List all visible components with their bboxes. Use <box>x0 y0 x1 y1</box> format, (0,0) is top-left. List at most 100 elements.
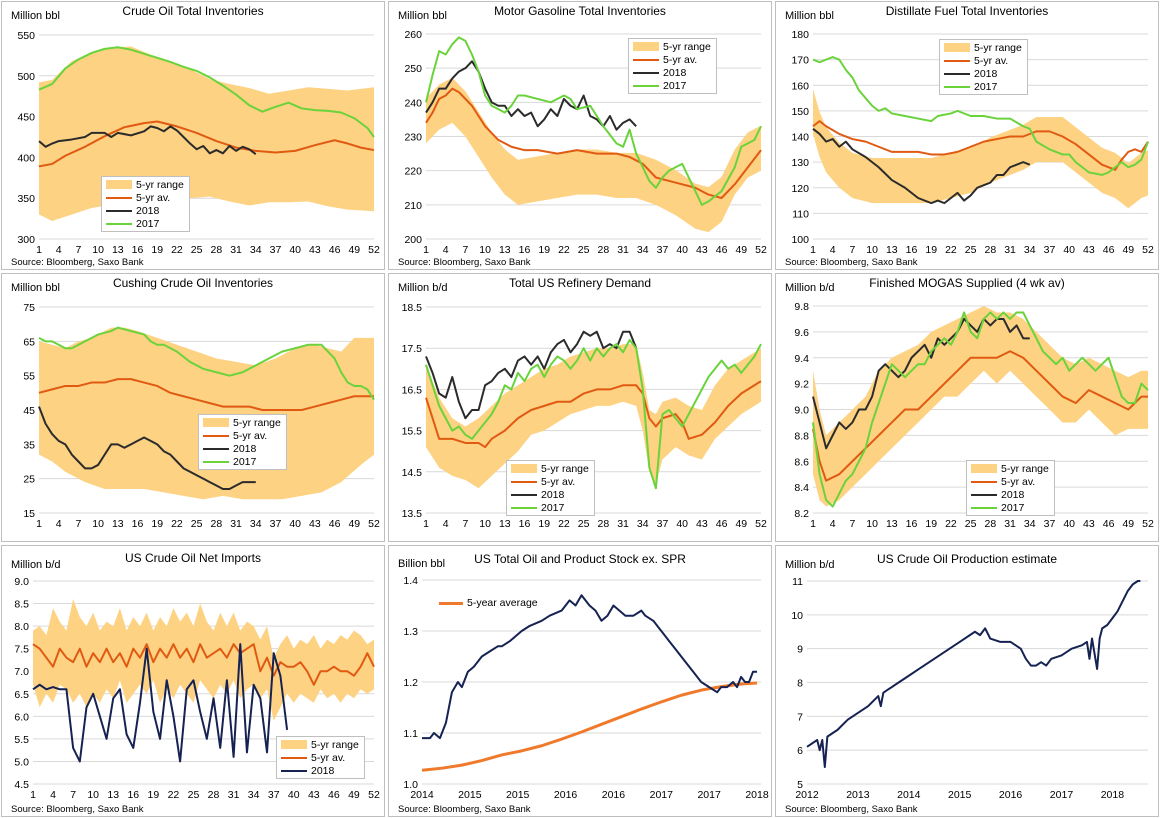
x-tick-label: 43 <box>1083 518 1095 530</box>
legend: 5-yr range 5-yr av. 2018 2017 <box>939 39 1028 95</box>
x-tick-label: 19 <box>925 244 937 256</box>
y-tick-label: 35 <box>23 439 35 451</box>
chart-crude: 300 350 400 450 500 550 1 4 7 10 13 16 19 22 25 28 31 34 3… <box>17 30 380 256</box>
y-tick-label: 8.2 <box>794 508 809 520</box>
x-tick-label: 10 <box>87 789 99 801</box>
panel-distillate: 100 110 120 130 140 150 160 170 180 1 4 7 10 13 16 19 22… <box>775 1 1159 270</box>
x-tick-label: 13 <box>112 518 124 530</box>
x-tick-label: 7 <box>849 244 855 256</box>
y-tick-label: 9.0 <box>794 405 809 417</box>
x-tick-label: 2016 <box>999 789 1023 801</box>
x-tick-label: 40 <box>676 244 688 256</box>
x-tick-label: 43 <box>1083 244 1095 256</box>
y-tick-label: 250 <box>404 63 422 75</box>
legend-item-avg: 5-yr av. <box>633 53 711 66</box>
source-label: Source: Bloomberg, Saxo Bank <box>398 257 531 268</box>
chart-production: 5 6 7 8 9 10 11 2012 2013 2014 2015 2016 2017 2018 <box>791 576 1148 801</box>
y-tick-label: 45 <box>23 405 35 417</box>
series-2018 <box>425 330 638 420</box>
legend-item-2017: 2017 <box>511 501 589 514</box>
x-tick-label: 40 <box>1063 244 1075 256</box>
y-tick-label: 6 <box>797 745 803 757</box>
x-tick-label: 4 <box>50 789 56 801</box>
legend-item-range: 5-yr range <box>944 41 1022 54</box>
series-5-year-average <box>421 681 758 772</box>
y-tick-label: 230 <box>404 132 422 144</box>
y-tick-label: 160 <box>791 80 809 92</box>
y-tick-label: 10 <box>791 610 803 622</box>
y-tick-label: 5.0 <box>14 756 29 768</box>
legend-item-2018: 2018 <box>971 488 1049 501</box>
y-tick-label: 9.6 <box>794 327 809 339</box>
series-2017 <box>38 326 375 401</box>
x-tick-label: 43 <box>696 518 708 530</box>
x-tick-label: 2014 <box>897 789 921 801</box>
chart-stock: 1.0 1.1 1.2 1.3 1.4 2014 2015 2015 2016 2016 2017 2… <box>403 575 768 801</box>
x-tick-label: 22 <box>171 244 183 256</box>
x-tick-label: 37 <box>657 518 669 530</box>
series-5-yr-range <box>426 77 761 233</box>
x-tick-label: 40 <box>288 789 300 801</box>
x-tick-label: 28 <box>211 244 223 256</box>
x-tick-label: 43 <box>696 244 708 256</box>
chart-gasoline: 200 210 220 230 240 250 260 1 4 7 10 13 16 19 22 25 28 31… <box>404 29 767 256</box>
y-tick-label: 9.0 <box>14 576 29 588</box>
x-tick-label: 40 <box>1063 518 1075 530</box>
x-tick-label: 52 <box>368 518 380 530</box>
y-tick-label: 1.2 <box>403 677 418 689</box>
x-tick-label: 10 <box>479 518 491 530</box>
x-tick-label: 4 <box>56 244 62 256</box>
y-tick-label: 450 <box>17 112 35 124</box>
x-tick-label: 25 <box>188 789 200 801</box>
chart-title: US Crude Oil Net Imports <box>124 551 262 565</box>
series-5-yr-av- <box>38 120 375 168</box>
x-tick-label: 16 <box>906 244 918 256</box>
x-tick-label: 7 <box>70 789 76 801</box>
x-tick-label: 49 <box>348 518 360 530</box>
x-tick-label: 43 <box>308 789 320 801</box>
x-tick-label: 19 <box>151 518 163 530</box>
panel-cushing: 15 25 35 45 55 65 75 1 4 7 10 13 16 19 22 25 28 31 34 37 40 4… <box>1 273 385 542</box>
series-2018 <box>38 125 257 155</box>
y-tick-label: 9.4 <box>794 353 809 365</box>
x-tick-label: 13 <box>499 518 511 530</box>
legend-item-avg: 5-yr av. <box>203 429 281 442</box>
legend-item-2017: 2017 <box>106 217 184 230</box>
x-tick-label: 31 <box>617 518 629 530</box>
x-tick-label: 31 <box>228 789 240 801</box>
x-tick-label: 16 <box>132 518 144 530</box>
x-tick-label: 2017 <box>650 789 674 801</box>
source-label: Source: Bloomberg, Saxo Bank <box>11 257 144 268</box>
y-tick-label: 8.6 <box>794 456 809 468</box>
x-tick-label: 52 <box>1142 518 1154 530</box>
y-tick-label: 7 <box>797 711 803 723</box>
panel-stock: 1.0 1.1 1.2 1.3 1.4 2014 2015 2015 2016 2016 2017 2… <box>388 545 772 817</box>
legend-swatch <box>439 601 463 605</box>
x-tick-label: 49 <box>735 518 747 530</box>
legend-item-2017: 2017 <box>633 79 711 92</box>
chart-title: Distillate Fuel Total Inventories <box>885 4 1049 18</box>
series-5-yr-av- <box>425 87 762 199</box>
x-tick-label: 46 <box>716 518 728 530</box>
x-tick-label: 2017 <box>697 789 721 801</box>
legend: 5-yr range 5-yr av. 2018 2017 <box>198 414 287 470</box>
y-tick-label: 260 <box>404 29 422 41</box>
x-tick-label: 1 <box>36 518 42 530</box>
y-tick-label: 1.0 <box>403 779 418 791</box>
x-tick-label: 19 <box>925 518 937 530</box>
y-tick-label: 11 <box>792 576 803 588</box>
x-tick-label: 10 <box>866 518 878 530</box>
y-tick-label: 8.8 <box>794 430 809 442</box>
series-2017 <box>38 46 375 138</box>
legend-item-range: 5-yr range <box>971 462 1049 475</box>
y-tick-label: 6.5 <box>14 689 29 701</box>
y-tick-label: 7.0 <box>14 666 29 678</box>
x-tick-label: 40 <box>289 244 301 256</box>
x-tick-label: 2016 <box>554 789 578 801</box>
x-tick-label: 2015 <box>948 789 972 801</box>
y-tick-label: 8 <box>797 678 803 690</box>
chart-imports: 4.5 5.0 5.5 6.0 6.5 7.0 7.5 8.0 8.5 9.0 1 4 7 10 13 16 1… <box>14 576 380 801</box>
x-tick-label: 37 <box>270 518 282 530</box>
legend: 5-yr range 5-yr av. 2018 2017 <box>966 460 1055 516</box>
x-tick-label: 7 <box>75 518 81 530</box>
